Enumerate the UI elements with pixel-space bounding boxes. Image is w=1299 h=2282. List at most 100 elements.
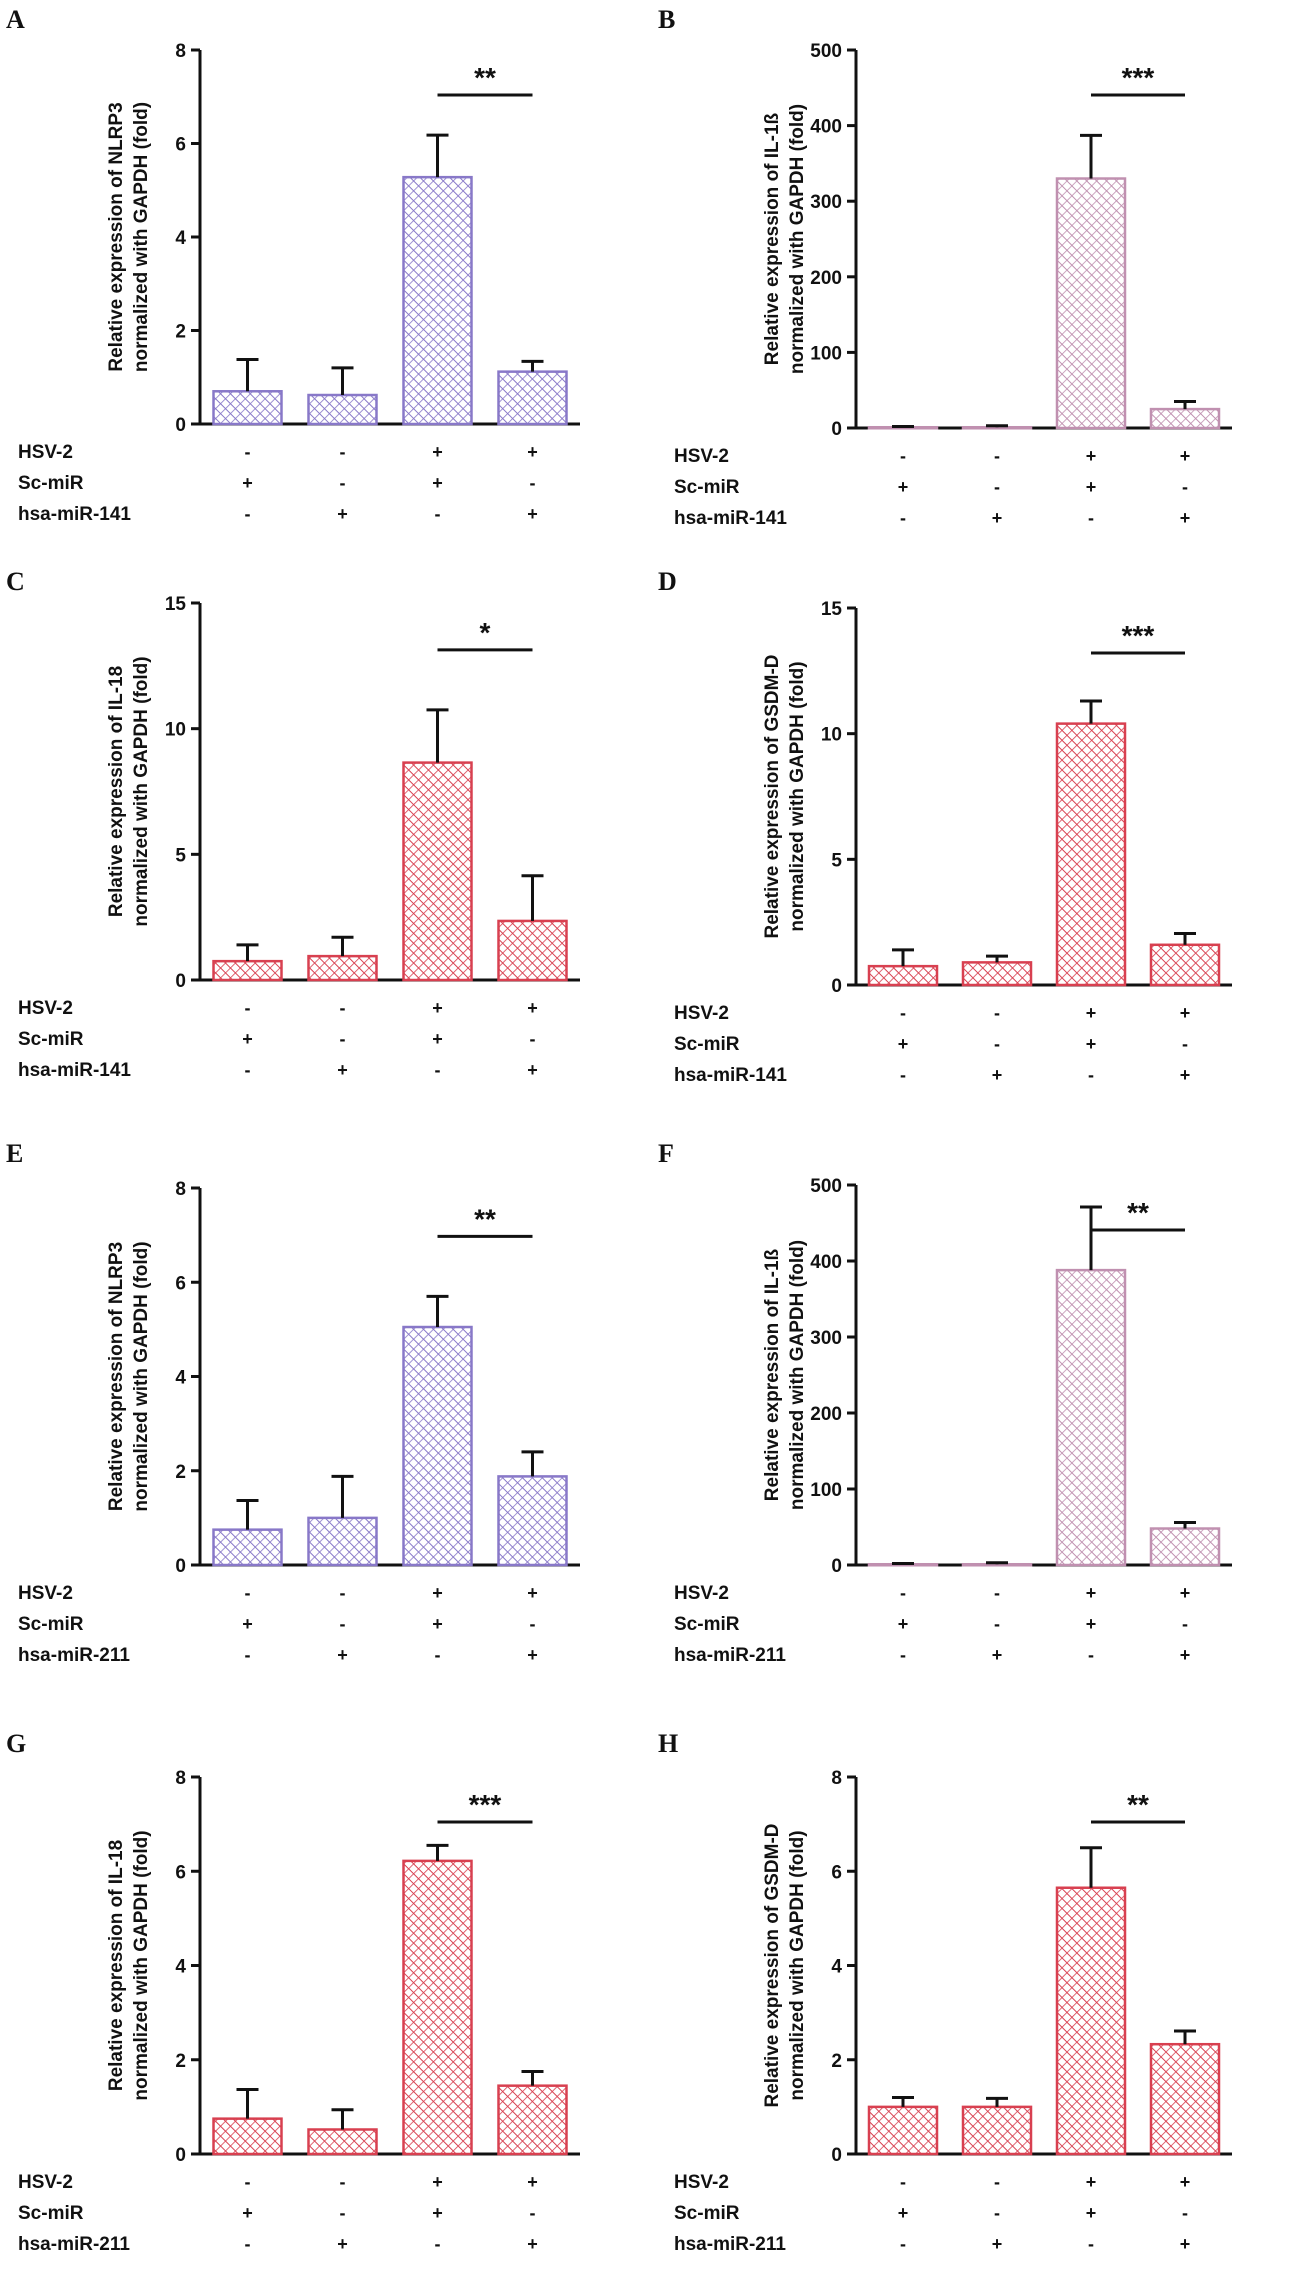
condition-label: hsa-miR-211 [674, 1645, 786, 1666]
condition-label: HSV-2 [18, 1583, 73, 1604]
y-tick-label: 10 [165, 720, 186, 741]
y-tick-label: 0 [831, 976, 842, 997]
condition-sign: + [432, 998, 443, 1018]
condition-label: Sc-miR [18, 473, 84, 494]
condition-sign: + [1180, 2234, 1191, 2254]
condition-sign: + [527, 998, 538, 1018]
condition-sign: - [1088, 1645, 1094, 1665]
bar [867, 2105, 939, 2156]
condition-sign: - [340, 442, 346, 462]
bar [307, 1516, 378, 1567]
condition-sign: + [898, 1614, 909, 1634]
condition-sign: + [432, 1614, 443, 1634]
condition-sign: - [245, 1583, 251, 1603]
bar [961, 2105, 1033, 2156]
bar [402, 1325, 473, 1567]
bar [402, 761, 473, 982]
condition-label: HSV-2 [674, 1583, 729, 1604]
condition-sign: + [432, 1583, 443, 1603]
significance-marker: * [480, 617, 491, 648]
condition-label: hsa-miR-141 [674, 1065, 787, 1086]
panel-letter: G [6, 1729, 26, 1758]
condition-sign: + [527, 2172, 538, 2192]
significance-marker: ** [474, 62, 496, 93]
y-tick-label: 6 [831, 1862, 842, 1883]
condition-sign: - [1088, 2234, 1094, 2254]
condition-sign: - [435, 1060, 441, 1080]
y-tick-label: 200 [810, 268, 842, 289]
panel-g: G 0 2 4 6 8 Relative expression of IL-18 normal… [6, 1729, 580, 2255]
y-tick-label: 8 [175, 41, 186, 62]
panel-letter: A [6, 5, 25, 34]
condition-sign: + [1086, 1003, 1097, 1023]
condition-sign: - [245, 442, 251, 462]
condition-label: HSV-2 [18, 442, 73, 463]
condition-sign: + [992, 508, 1003, 528]
condition-sign: + [527, 504, 538, 524]
condition-sign: + [242, 1029, 253, 1049]
bar [212, 390, 283, 426]
condition-label: HSV-2 [674, 2172, 729, 2193]
y-tick-label: 0 [175, 2145, 186, 2166]
condition-label: hsa-miR-141 [674, 508, 787, 529]
condition-sign: + [242, 2203, 253, 2223]
condition-label: HSV-2 [18, 998, 73, 1019]
y-tick-label: 0 [175, 1556, 186, 1577]
bar [212, 2117, 283, 2156]
condition-label: Sc-miR [18, 2203, 84, 2224]
condition-sign: + [242, 473, 253, 493]
condition-sign: + [1180, 1003, 1191, 1023]
condition-sign: + [1180, 508, 1191, 528]
condition-sign: + [337, 1060, 348, 1080]
condition-label: hsa-miR-211 [674, 2234, 786, 2255]
condition-sign: + [527, 442, 538, 462]
condition-sign: - [245, 1060, 251, 1080]
condition-sign: + [1086, 477, 1097, 497]
condition-sign: - [994, 1034, 1000, 1054]
condition-sign: + [1086, 1034, 1097, 1054]
condition-sign: - [1182, 1614, 1188, 1634]
condition-sign: - [1088, 508, 1094, 528]
bar [402, 1859, 473, 2156]
y-tick-label: 2 [175, 2051, 186, 2072]
panel-letter: C [6, 567, 25, 596]
y-tick-label: 0 [831, 419, 842, 440]
y-tick-label: 6 [175, 1273, 186, 1294]
condition-sign: - [994, 1003, 1000, 1023]
condition-sign: - [900, 508, 906, 528]
condition-sign: - [900, 1003, 906, 1023]
y-axis-label: Relative expression of IL-18 normalized w… [106, 1830, 152, 2100]
condition-sign: - [245, 2234, 251, 2254]
bar [1149, 1527, 1221, 1567]
condition-sign: + [1086, 446, 1097, 466]
condition-sign: + [1180, 1065, 1191, 1085]
condition-sign: + [242, 1614, 253, 1634]
panel-letter: B [658, 5, 675, 34]
condition-sign: + [527, 1645, 538, 1665]
y-tick-label: 0 [831, 1556, 842, 1577]
significance-marker: *** [1122, 62, 1155, 93]
panel-b: B 0 100 200 300 400 500 Relative expression of … [658, 5, 1232, 529]
condition-sign: + [337, 1645, 348, 1665]
panel-letter: D [658, 567, 677, 596]
condition-label: Sc-miR [674, 2203, 740, 2224]
y-tick-label: 400 [810, 1252, 842, 1273]
condition-sign: + [898, 1034, 909, 1054]
condition-sign: - [1182, 477, 1188, 497]
y-tick-label: 100 [810, 343, 842, 364]
significance-marker: ** [474, 1203, 496, 1234]
bar [1149, 943, 1221, 987]
y-tick-label: 5 [831, 850, 842, 871]
y-tick-label: 15 [165, 594, 187, 615]
y-axis-label: Relative expression of IL-1ß normalized w… [762, 104, 808, 374]
bar [1149, 407, 1221, 430]
condition-sign: + [527, 1060, 538, 1080]
y-axis-label: Relative expression of NLRP3 normalized w… [106, 1241, 152, 1511]
y-tick-label: 5 [175, 845, 186, 866]
condition-sign: - [900, 1645, 906, 1665]
y-tick-label: 0 [175, 415, 186, 436]
condition-sign: + [527, 1583, 538, 1603]
condition-sign: - [340, 1614, 346, 1634]
condition-sign: - [994, 1614, 1000, 1634]
condition-sign: - [530, 1614, 536, 1634]
